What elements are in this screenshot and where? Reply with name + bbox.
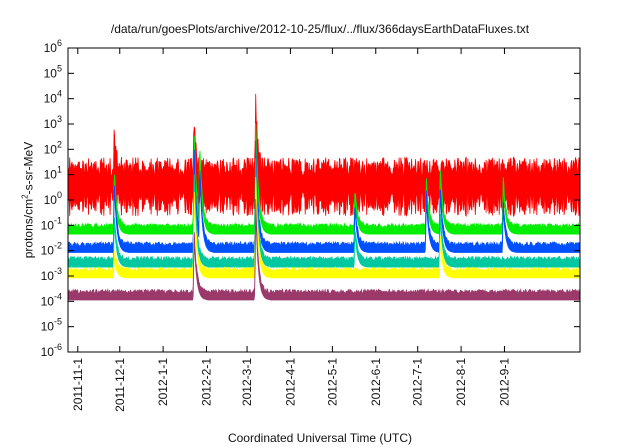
chart-title: /data/run/goesPlots/archive/2012-10-25/f… [110, 22, 530, 36]
x-tick-label: 2011-11-1 [71, 358, 85, 411]
x-tick-label: 2012-7-1 [411, 358, 425, 406]
y-tick-label: 10-6 [41, 342, 62, 359]
x-tick-label: 2012-5-1 [325, 358, 339, 406]
y-tick-label: 106 [44, 38, 62, 55]
x-tick-label: 2011-12-1 [113, 358, 127, 412]
y-tick-label: 100 [44, 190, 62, 207]
series-layer [67, 93, 581, 301]
y-tick-label: 10-5 [41, 317, 62, 334]
x-tick-label: 2012-1-1 [156, 358, 170, 406]
y-tick-label: 10-1 [41, 215, 62, 232]
y-tick-label: 10-4 [41, 291, 62, 308]
y-tick-label: 103 [44, 114, 62, 131]
x-tick-label: 2012-9-1 [497, 358, 511, 406]
y-tick-label: 10-3 [41, 266, 62, 283]
x-tick-label: 2012-2-1 [199, 358, 213, 406]
x-axis-label: Coordinated Universal Time (UTC) [227, 431, 413, 445]
x-tick-label: 2012-3-1 [240, 358, 254, 406]
y-tick-label: 10-2 [41, 241, 62, 258]
y-tick-label: 104 [44, 89, 62, 106]
x-tick-label: 2012-4-1 [283, 358, 297, 406]
y-tick-label: 101 [44, 165, 62, 182]
x-tick-label: 2012-8-1 [454, 358, 468, 406]
y-tick-label: 102 [44, 139, 62, 156]
y-tick-label: 105 [44, 63, 62, 80]
x-tick-label: 2012-6-1 [369, 358, 383, 406]
